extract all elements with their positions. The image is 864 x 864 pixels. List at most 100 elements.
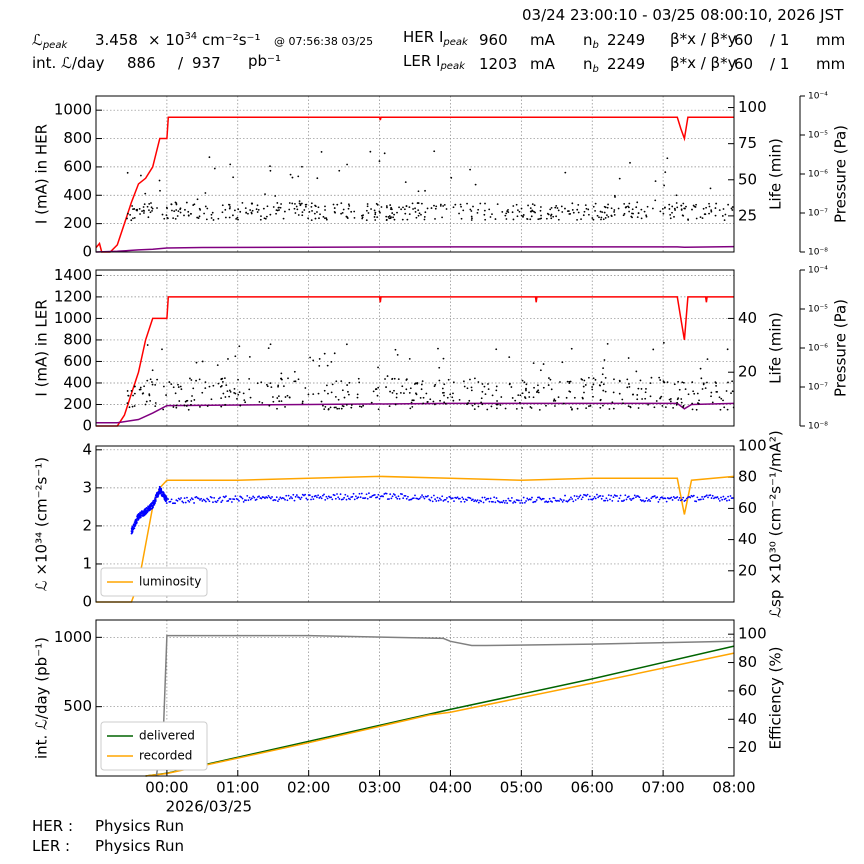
scatter-point: [272, 400, 275, 403]
scatter-point: [229, 163, 232, 166]
series-line-current: [95, 116, 734, 253]
scatter-point: [542, 363, 545, 365]
scatter-point: [704, 387, 707, 390]
scatter-point: [365, 209, 368, 212]
scatter-point: [336, 493, 338, 495]
scatter-point: [651, 207, 654, 210]
scatter-point: [611, 499, 614, 502]
scatter-point: [709, 187, 712, 190]
scatter-point: [193, 399, 196, 401]
scatter-point: [565, 396, 568, 399]
scatter-lifetime: [126, 150, 734, 222]
scatter-point: [346, 217, 349, 220]
scatter-point: [247, 499, 250, 502]
scatter-point: [676, 496, 679, 498]
legend-label: delivered: [139, 729, 195, 743]
scatter-point: [162, 385, 165, 388]
series-line-luminosity: [96, 475, 735, 603]
scatter-point: [223, 377, 226, 380]
scatter-point: [725, 390, 728, 392]
scatter-point: [622, 214, 625, 217]
scatter-point: [195, 379, 197, 382]
scatter-point: [318, 364, 321, 367]
scatter-point: [471, 498, 474, 501]
scatter-point: [512, 218, 515, 221]
scatter-point: [675, 403, 678, 406]
scatter-point: [484, 498, 487, 501]
scatter-point: [347, 207, 350, 210]
scatter-point: [418, 212, 421, 215]
scatter-point: [228, 207, 231, 210]
scatter-point: [442, 500, 445, 502]
scatter-point: [718, 396, 721, 399]
scatter-point: [330, 391, 333, 394]
scatter-point: [230, 501, 233, 503]
scatter-point: [456, 496, 459, 499]
scatter-point: [600, 497, 603, 500]
scatter-point: [422, 402, 425, 405]
scatter-point: [568, 390, 571, 393]
scatter-point: [280, 203, 283, 205]
scatter-point: [550, 207, 553, 209]
scatter-point: [205, 218, 208, 221]
scatter-point: [550, 217, 553, 220]
scatter-point: [431, 500, 434, 503]
ler-nb-value: 2249: [607, 55, 646, 73]
scatter-point: [461, 496, 464, 499]
scatter-point: [161, 348, 163, 351]
scatter-point: [395, 396, 398, 399]
scatter-point: [501, 211, 504, 213]
scatter-point: [643, 210, 646, 213]
scatter-point: [288, 497, 291, 500]
scatter-point: [446, 497, 448, 499]
scatter-point: [700, 498, 702, 501]
scatter-point: [708, 202, 710, 205]
scatter-point: [384, 378, 386, 380]
scatter-point: [555, 205, 558, 207]
scatter-point: [158, 492, 160, 495]
scatter-point: [611, 401, 614, 404]
scatter-point: [480, 397, 483, 400]
scatter-point: [602, 218, 605, 221]
scatter-point: [591, 498, 594, 501]
scatter-point: [607, 215, 610, 218]
scatter-point: [471, 217, 473, 220]
scatter-point: [288, 202, 291, 204]
y-axis-label: int. ℒ/day (pb⁻¹): [33, 637, 51, 759]
scatter-point: [494, 218, 497, 220]
scatter-point: [439, 203, 442, 206]
scatter-point: [351, 495, 354, 498]
scatter-point: [272, 206, 275, 208]
plot-frame: [95, 619, 735, 777]
scatter-point: [304, 493, 307, 496]
scatter-point: [333, 207, 336, 209]
scatter-point: [277, 500, 279, 503]
y-tick-label: 400: [63, 186, 92, 204]
scatter-point: [627, 405, 630, 408]
scatter-point: [695, 203, 697, 206]
scatter-point: [452, 206, 455, 209]
scatter-point: [666, 381, 669, 384]
scatter-point: [190, 212, 192, 215]
scatter-point: [251, 209, 254, 212]
scatter-point: [442, 205, 445, 207]
scatter-point: [420, 496, 422, 498]
scatter-point: [458, 497, 461, 500]
scatter-point: [404, 181, 407, 183]
scatter-point: [386, 206, 388, 209]
scatter-point: [336, 407, 339, 410]
scatter-point: [564, 494, 566, 497]
scatter-point: [474, 183, 477, 186]
scatter-point: [443, 394, 445, 397]
scatter-point: [365, 219, 368, 222]
scatter-point: [352, 492, 355, 495]
scatter-point: [362, 404, 365, 407]
scatter-point: [606, 214, 608, 217]
y-tick-label: 600: [63, 157, 92, 175]
scatter-point: [156, 378, 159, 381]
scatter-point: [392, 216, 394, 219]
scatter-point: [311, 210, 313, 212]
scatter-point: [483, 209, 486, 212]
scatter-point: [367, 212, 370, 214]
scatter-point: [324, 209, 326, 211]
